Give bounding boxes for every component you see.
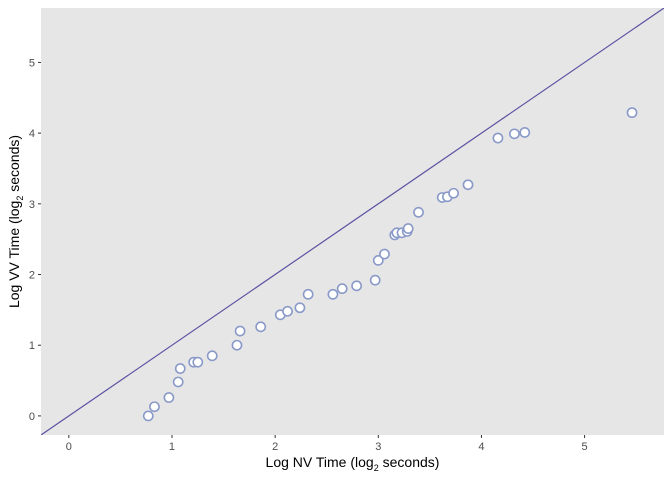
data-point-7 bbox=[192, 356, 204, 368]
x-tick-label-5: 5 bbox=[582, 441, 588, 453]
data-point-32 bbox=[492, 132, 504, 144]
data-point-13 bbox=[282, 305, 293, 317]
data-point-35 bbox=[626, 107, 638, 119]
data-point-8 bbox=[206, 350, 218, 362]
data-point-10 bbox=[234, 325, 246, 337]
y-axis-title-subscript: 2 bbox=[15, 196, 25, 201]
data-point-33 bbox=[509, 128, 520, 140]
data-point-4 bbox=[172, 376, 184, 388]
y-tick-label-0: 0 bbox=[29, 411, 35, 423]
y-tick-label-2: 2 bbox=[29, 270, 35, 282]
x-axis-title-subscript: 2 bbox=[374, 463, 379, 473]
data-point-34 bbox=[519, 127, 531, 138]
data-point-18 bbox=[351, 280, 363, 292]
data-point-30 bbox=[448, 187, 459, 199]
x-tick-label-2: 2 bbox=[272, 441, 278, 453]
data-point-14 bbox=[294, 302, 306, 314]
data-point-17 bbox=[336, 283, 348, 295]
data-point-1 bbox=[142, 410, 154, 422]
y-tick-label-1: 1 bbox=[29, 340, 35, 352]
data-point-21 bbox=[379, 248, 390, 260]
y-tick-label-4: 4 bbox=[29, 128, 35, 140]
data-point-11 bbox=[255, 321, 267, 333]
data-point-5 bbox=[174, 363, 186, 374]
data-point-16 bbox=[327, 288, 339, 300]
data-point-9 bbox=[231, 339, 243, 351]
x-tick-label-4: 4 bbox=[478, 441, 484, 453]
y-axis: 0 1 2 3 4 5 bbox=[29, 57, 41, 423]
x-tick-label-1: 1 bbox=[169, 441, 175, 453]
data-point-15 bbox=[302, 288, 314, 300]
x-axis-title: Log NV Time (log2 seconds) bbox=[266, 454, 440, 473]
data-point-2 bbox=[149, 401, 160, 413]
data-point-27 bbox=[413, 206, 424, 218]
data-points bbox=[142, 107, 638, 422]
y-tick-label-5: 5 bbox=[29, 57, 35, 69]
x-tick-label-3: 3 bbox=[375, 441, 381, 453]
data-point-3 bbox=[163, 392, 175, 403]
y-axis-title: Log VV Time (log2 seconds) bbox=[6, 135, 25, 308]
x-axis: 0 1 2 3 4 5 bbox=[66, 435, 588, 453]
data-point-20 bbox=[372, 254, 384, 266]
y-tick-label-3: 3 bbox=[29, 199, 35, 211]
data-point-31 bbox=[462, 179, 474, 191]
data-point-19 bbox=[369, 274, 381, 286]
x-tick-label-0: 0 bbox=[66, 441, 72, 453]
reference-line-y-equals-x bbox=[41, 8, 664, 435]
data-point-26 bbox=[402, 223, 414, 234]
